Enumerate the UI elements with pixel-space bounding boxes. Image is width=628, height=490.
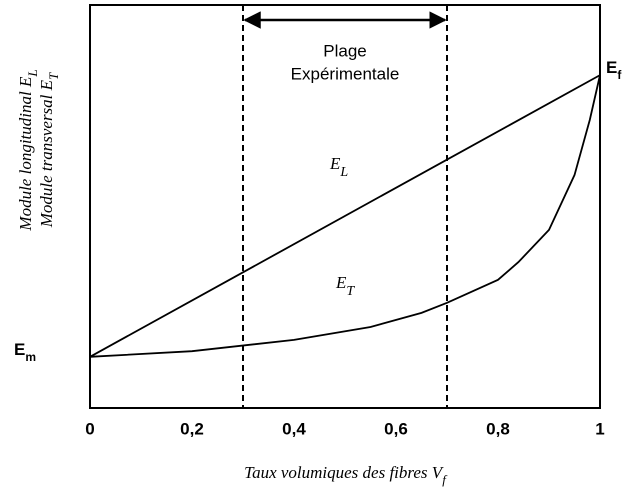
- endpoint-label: Em: [14, 340, 36, 364]
- range-label: Plage: [323, 41, 366, 60]
- x-tick-label: 0,6: [384, 419, 408, 438]
- x-tick-label: 0,2: [180, 419, 204, 438]
- curve-label-main: E: [329, 154, 341, 173]
- curve-label: ET: [335, 273, 355, 299]
- range-label: Expérimentale: [291, 64, 400, 83]
- endpoint-label-main: E: [14, 340, 25, 359]
- curve-label-sub: L: [339, 165, 348, 180]
- curve-label-sub: T: [346, 284, 355, 299]
- plot-frame: [89, 4, 601, 409]
- y-axis-label: Module transversal ET: [37, 72, 62, 228]
- x-axis-label-sub: f: [442, 472, 448, 487]
- curve-label: EL: [329, 154, 348, 180]
- endpoint-label: Ef: [606, 59, 622, 83]
- x-axis-label-main: Taux volumiques des fibres V: [244, 463, 445, 482]
- x-tick-label: 0,8: [486, 419, 510, 438]
- line: [89, 74, 601, 358]
- y-axis-label-sub: L: [25, 69, 40, 77]
- x-tick-label: 1: [595, 419, 604, 438]
- y-axis-label: Module longitudinal EL: [16, 69, 41, 231]
- line: [89, 74, 601, 358]
- x-tick-label: 0: [85, 419, 94, 438]
- x-tick-label: 0,4: [282, 419, 306, 438]
- y-axis-label-main: Module longitudinal E: [16, 76, 35, 232]
- endpoint-label-main: E: [606, 59, 617, 78]
- curve-label-main: E: [335, 273, 347, 292]
- endpoint-label-sub: f: [617, 68, 622, 82]
- y-axis-label-sub: T: [46, 72, 61, 80]
- y-axis-label-main: Module transversal E: [37, 79, 56, 228]
- x-axis-label: Taux volumiques des fibres Vf: [244, 463, 448, 488]
- endpoint-label-sub: m: [25, 350, 36, 364]
